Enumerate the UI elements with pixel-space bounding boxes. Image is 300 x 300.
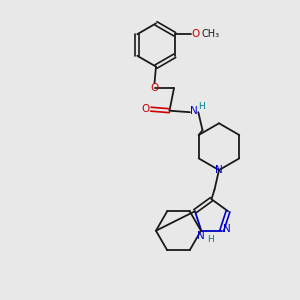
Text: N: N — [197, 231, 205, 241]
Text: N: N — [223, 224, 231, 234]
Text: O: O — [150, 83, 159, 93]
Text: N: N — [215, 165, 223, 175]
Text: O: O — [142, 104, 150, 114]
Text: H: H — [199, 102, 205, 111]
Text: O: O — [191, 29, 199, 39]
Text: N: N — [190, 106, 198, 116]
Text: H: H — [207, 235, 214, 244]
Text: CH₃: CH₃ — [202, 29, 220, 39]
